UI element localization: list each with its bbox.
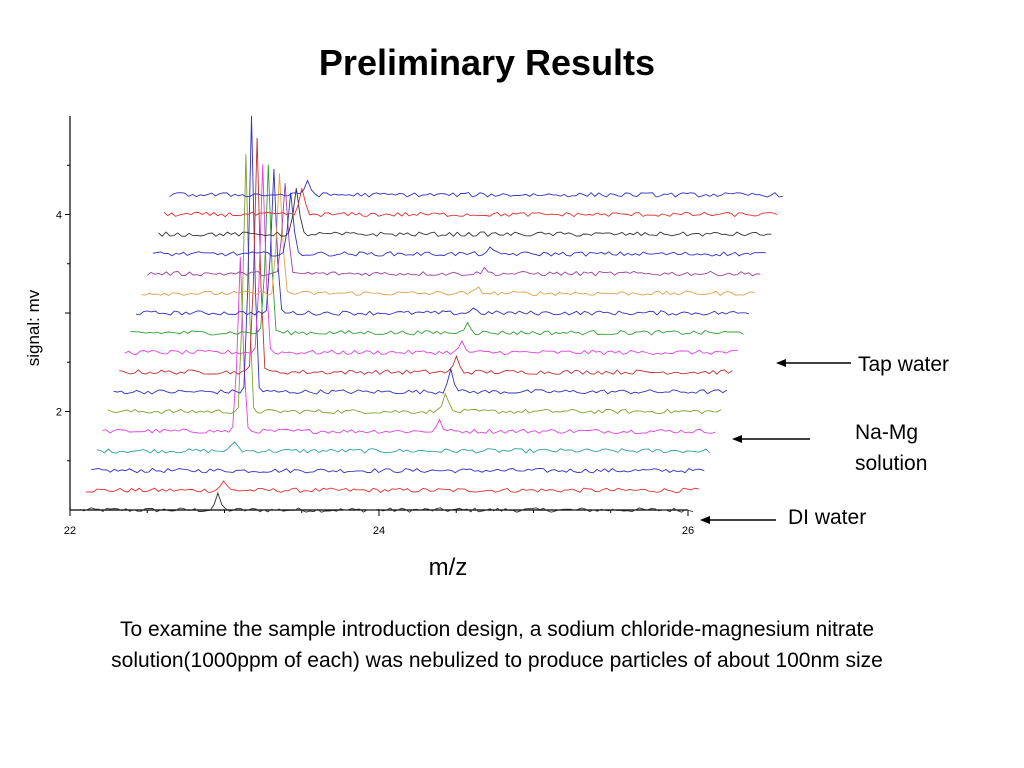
- x-ticks: 22 24 26: [64, 510, 694, 537]
- y-axis-label: signal: mv: [24, 289, 43, 366]
- spectrum-trace: [119, 137, 733, 375]
- spectrum-trace: [158, 188, 772, 238]
- x-tick-label: 24: [373, 525, 385, 537]
- spectrum-trace: [91, 467, 705, 474]
- di-water-arrow-head: [700, 516, 710, 524]
- tap-water-arrow-head: [776, 359, 786, 367]
- spectrum-trace: [163, 188, 778, 218]
- trace-group: [79, 115, 783, 513]
- spectrum-trace: [141, 173, 755, 297]
- slide-title: Preliminary Results: [318, 42, 656, 83]
- spectrum-trace: [135, 168, 750, 316]
- spectrum-trace: [124, 164, 738, 356]
- spectrum-trace: [85, 480, 699, 493]
- spectrum-trace: [96, 441, 711, 454]
- waterfall-chart: 24 22 24 26 signal: mv m/z Tap water Na-Mg…: [24, 115, 949, 581]
- spectrum-trace: [130, 164, 744, 336]
- caption-line-2: solution(1000ppm of each) was nebulized …: [111, 649, 883, 672]
- x-axis-label: m/z: [429, 554, 468, 581]
- na-mg-label-line2: solution: [855, 452, 927, 475]
- y-tick-label: 2: [56, 407, 62, 419]
- y-ticks: 24: [56, 164, 70, 462]
- spectrum-trace: [79, 491, 694, 513]
- x-tick-label: 26: [682, 525, 694, 537]
- y-tick-label: 4: [56, 210, 62, 222]
- tap-water-label: Tap water: [858, 353, 949, 376]
- x-tick-label: 22: [64, 525, 76, 537]
- caption: To examine the sample introduction desig…: [0, 614, 994, 676]
- spectrum-trace: [152, 192, 766, 257]
- spectrum-trace: [169, 179, 783, 198]
- di-water-label: DI water: [788, 506, 866, 529]
- na-mg-label-line1: Na-Mg: [855, 421, 918, 444]
- spectrum-trace: [146, 183, 761, 277]
- spectrum-trace: [107, 154, 722, 415]
- na-mg-arrow-head: [732, 435, 742, 443]
- spectrum-trace: [113, 115, 727, 395]
- annotations: Tap water Na-Mg solution DI water: [700, 353, 949, 529]
- caption-line-1: To examine the sample introduction desig…: [119, 618, 875, 641]
- spectrum-trace: [102, 256, 716, 434]
